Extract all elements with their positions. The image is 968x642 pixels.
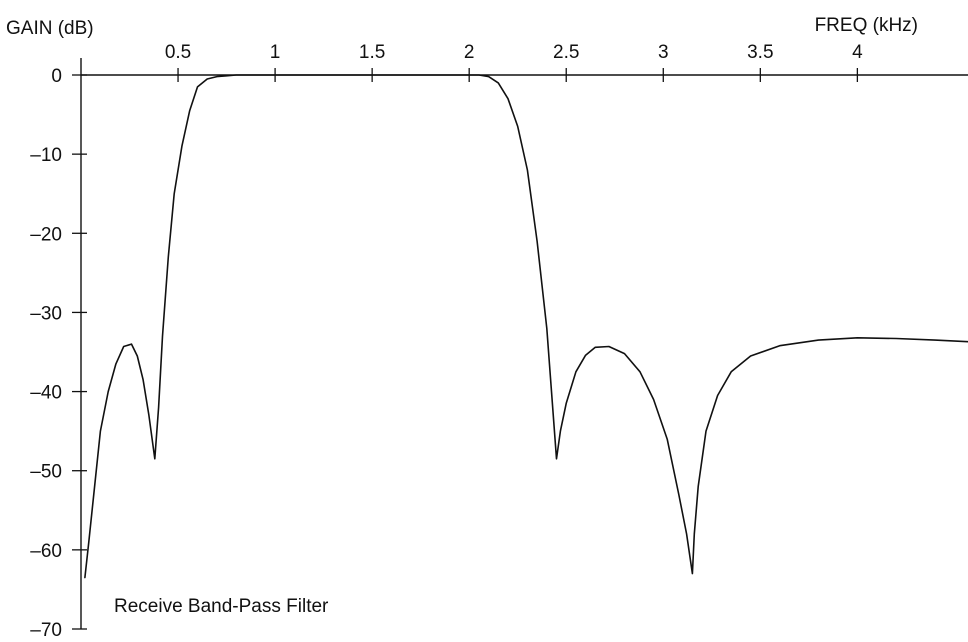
filter-response-curve: [84, 74, 968, 579]
x-tick-marks: 0.5 1 1.5 2 2.5 3 3.5 4: [165, 42, 863, 82]
x-tick-label: 1.5: [359, 42, 385, 63]
x-tick-label: 1: [270, 42, 281, 63]
y-tick-label: –40: [30, 383, 62, 404]
y-tick-label: –60: [30, 541, 62, 562]
y-tick-label: –70: [30, 620, 62, 641]
axes: [80, 58, 968, 629]
y-axis-title: GAIN (dB): [6, 18, 94, 39]
x-tick-label: 2.5: [553, 42, 579, 63]
x-tick-label: 3: [658, 42, 669, 63]
chart-caption: Receive Band-Pass Filter: [114, 596, 329, 617]
y-tick-marks: 0 –10 –20 –30 –40 –50 –60 –70: [30, 66, 87, 641]
x-tick-label: 2: [464, 42, 475, 63]
x-tick-label: 4: [852, 42, 863, 63]
y-tick-label: –50: [30, 462, 62, 483]
x-tick-label: 0.5: [165, 42, 191, 63]
y-tick-label: 0: [51, 66, 62, 87]
x-axis-title: FREQ (kHz): [815, 15, 918, 36]
y-tick-label: –20: [30, 224, 62, 245]
plot-area: [84, 74, 968, 579]
y-tick-label: –10: [30, 145, 62, 166]
x-tick-label: 3.5: [747, 42, 773, 63]
y-tick-label: –30: [30, 303, 62, 324]
